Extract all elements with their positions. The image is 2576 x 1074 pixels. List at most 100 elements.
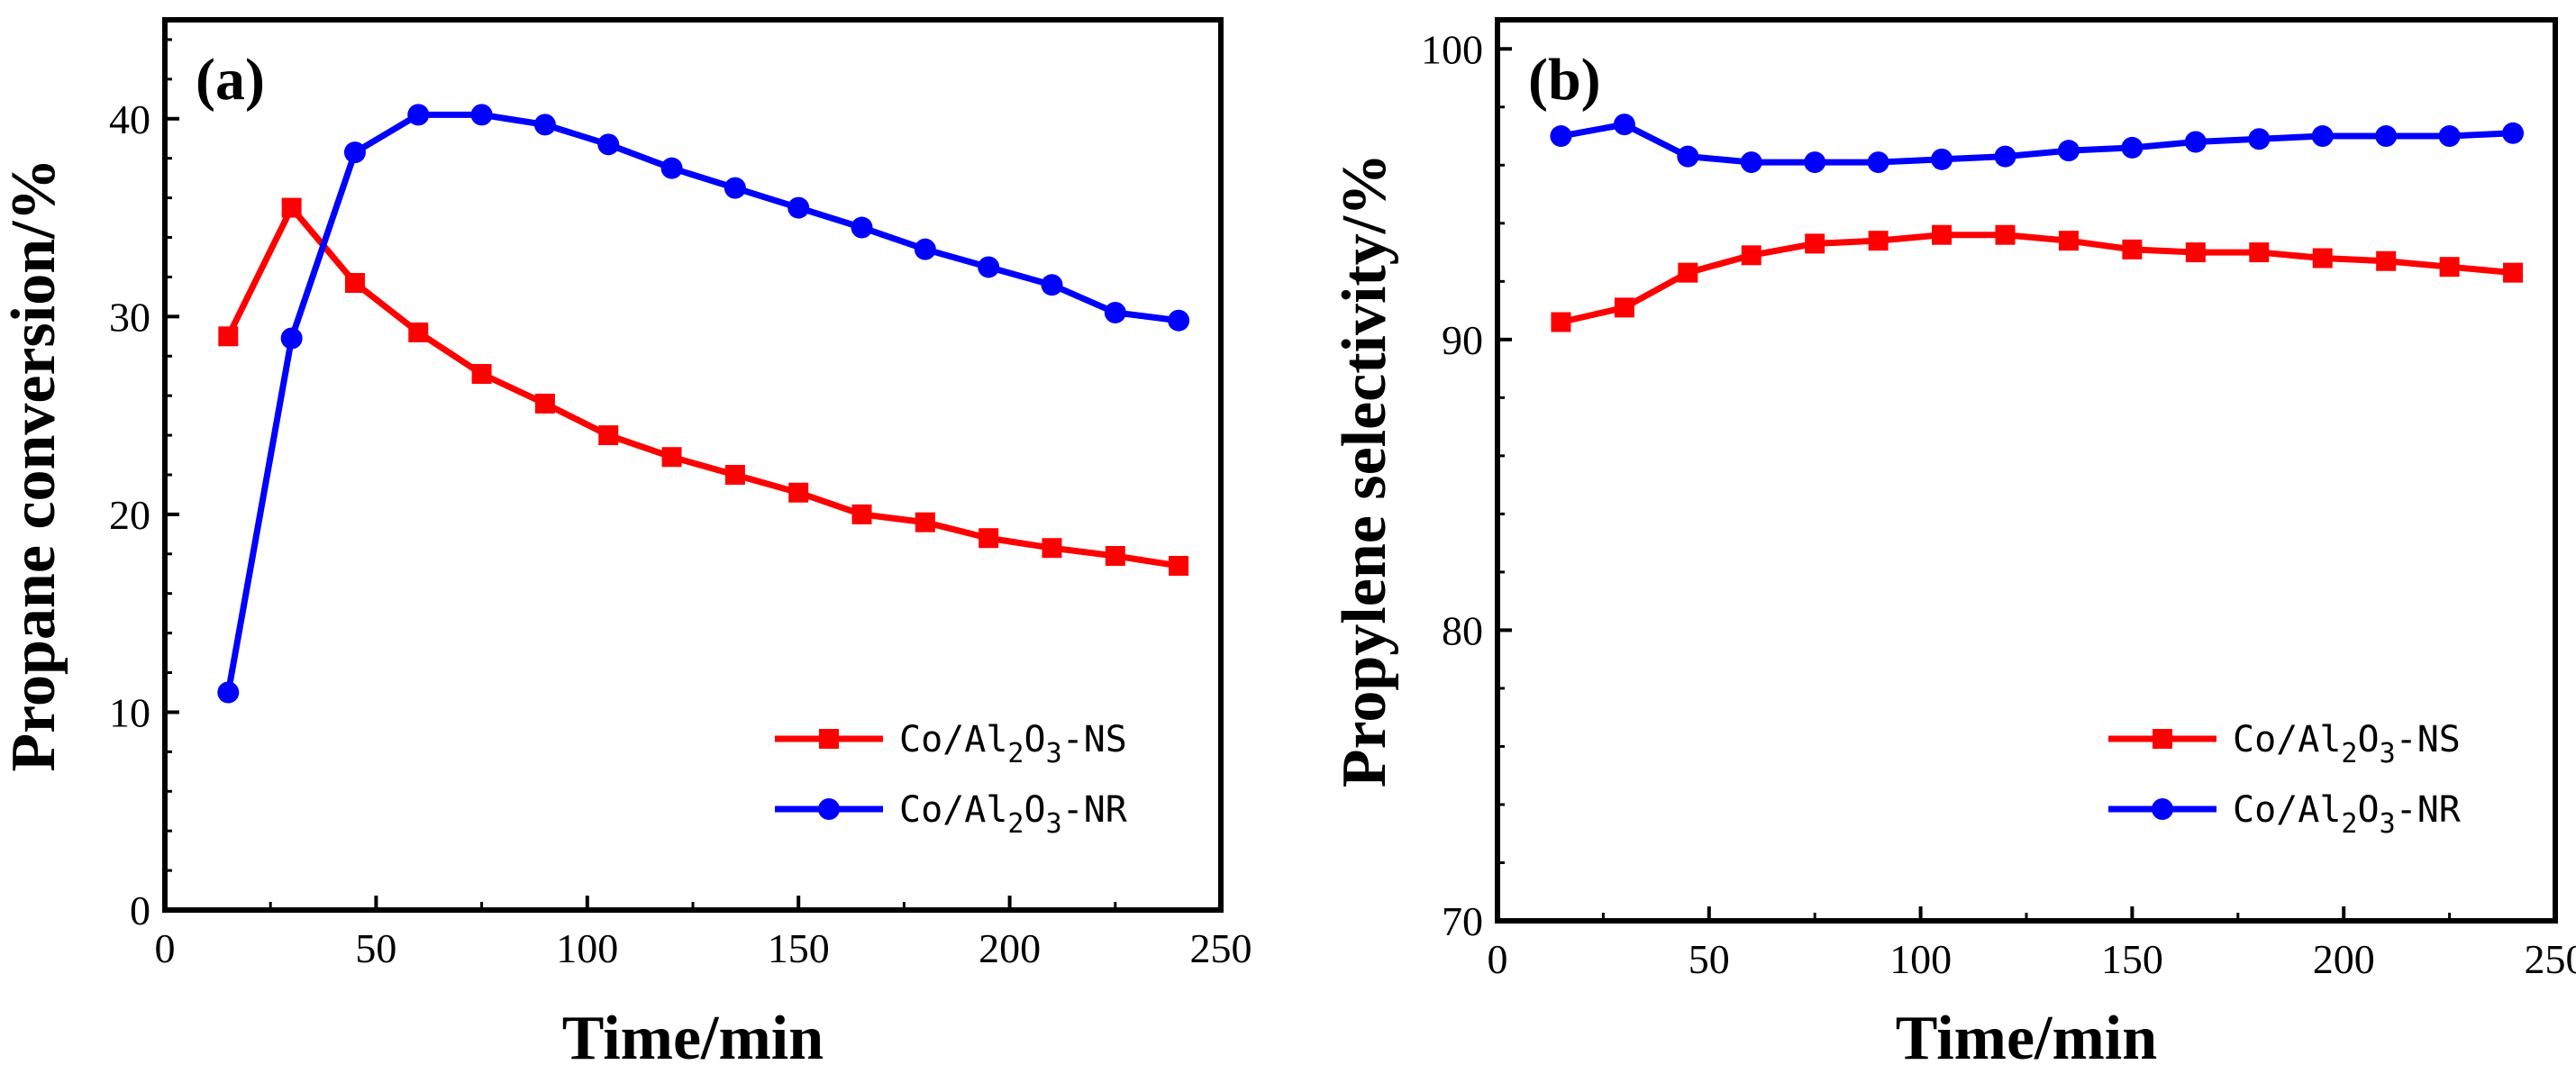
x-tick-label: 50 xyxy=(1689,936,1730,982)
legend-text-part: -NR xyxy=(2396,789,2462,831)
y-tick-label: 70 xyxy=(1442,898,1483,944)
data-point xyxy=(1741,245,1761,266)
data-point xyxy=(1804,151,1826,174)
data-point xyxy=(1994,145,2016,168)
data-point xyxy=(1550,125,1572,148)
data-point xyxy=(1932,224,1952,245)
data-point xyxy=(1551,312,1571,332)
y-tick-label: 20 xyxy=(109,492,150,538)
panel-label: (a) xyxy=(196,47,265,113)
data-point xyxy=(1805,233,1825,254)
data-point xyxy=(724,464,745,485)
series-ns xyxy=(1551,224,2524,332)
data-point xyxy=(2375,125,2398,148)
legend-subscript: 2 xyxy=(1007,808,1024,840)
data-point xyxy=(788,482,809,503)
legend-text-part: O xyxy=(2357,789,2379,831)
legend-text-part: Co/Al xyxy=(899,719,1007,760)
data-point xyxy=(2311,125,2334,148)
legend-text-part: Co/Al xyxy=(899,789,1007,831)
data-point xyxy=(2312,248,2333,268)
x-tick-label: 200 xyxy=(979,925,1041,971)
series-line xyxy=(225,205,1179,569)
x-tick-label: 0 xyxy=(155,925,176,971)
x-tick-label: 100 xyxy=(1889,936,1952,982)
data-point xyxy=(2502,122,2525,144)
panel-label: (b) xyxy=(1528,47,1601,113)
series-nr xyxy=(1550,114,2525,174)
x-tick-label: 100 xyxy=(556,925,618,971)
y-tick-label: 40 xyxy=(109,96,150,142)
x-tick-label: 50 xyxy=(355,925,396,971)
data-point xyxy=(1042,538,1062,559)
data-point xyxy=(851,504,872,524)
data-point xyxy=(1614,297,1634,318)
data-point xyxy=(915,512,935,532)
legend-text-part: O xyxy=(2357,719,2379,760)
data-point xyxy=(1995,224,2016,245)
y-axis-label: Propane conversion/% xyxy=(0,158,68,771)
legend-subscript: 3 xyxy=(2380,738,2396,769)
data-point xyxy=(1169,555,1189,576)
data-point xyxy=(661,447,682,468)
y-tick-label: 30 xyxy=(109,294,150,340)
data-point xyxy=(407,104,430,126)
data-point xyxy=(1867,151,1889,174)
data-point xyxy=(2122,239,2143,259)
data-point xyxy=(978,256,1000,278)
x-tick-label: 250 xyxy=(1190,925,1252,971)
panel-a: 0 50 100 150 200 250 0 10 20 30 40 Time/min Propane … xyxy=(0,17,1252,1073)
data-point xyxy=(2438,125,2461,148)
x-tick-label: 150 xyxy=(2101,936,2163,982)
legend-label: Co/Al2O3-NR xyxy=(2233,789,2462,840)
data-point xyxy=(1104,301,1126,323)
data-point xyxy=(2057,140,2080,162)
legend-label: Co/Al2O3-NS xyxy=(899,719,1127,769)
legend-text-part: -NS xyxy=(1062,719,1127,760)
series-nr xyxy=(217,104,1190,704)
x-tick-label: 250 xyxy=(2525,936,2576,982)
series-line xyxy=(1560,121,2514,166)
y-tick-label: 90 xyxy=(1442,317,1483,363)
data-point xyxy=(660,157,683,179)
data-point xyxy=(1168,309,1190,332)
x-tick-label: 200 xyxy=(2313,936,2375,982)
legend-text-part: Co/Al xyxy=(2233,719,2341,760)
data-point xyxy=(1740,151,1762,174)
legend-subscript: 3 xyxy=(2380,808,2396,840)
data-point xyxy=(851,216,873,239)
data-point xyxy=(2503,262,2524,283)
legend-label: Co/Al2O3-NR xyxy=(899,789,1128,840)
data-point xyxy=(218,326,239,347)
data-point xyxy=(597,133,620,156)
legend-text-part: O xyxy=(1024,719,1045,760)
legend-text-part: Co/Al xyxy=(2233,789,2341,831)
data-point xyxy=(1041,274,1063,296)
data-point xyxy=(1613,114,1635,136)
panel-b: 0 50 100 150 200 250 70 80 90 100 Time/min Propylen… xyxy=(1330,17,2576,1073)
legend-text-part: -NS xyxy=(2396,719,2461,760)
x-axis-label: Time/min xyxy=(1896,1004,2157,1073)
legend-marker xyxy=(818,798,840,820)
data-point xyxy=(533,114,556,136)
x-tick-label: 0 xyxy=(1488,936,1508,982)
data-point xyxy=(281,197,302,218)
legend-text-part: O xyxy=(1024,789,1045,831)
data-point xyxy=(217,681,240,704)
data-point xyxy=(787,196,810,219)
data-point xyxy=(598,425,619,446)
y-tick-label: 100 xyxy=(1421,26,1483,72)
series-line xyxy=(1560,232,2514,325)
legend-subscript: 2 xyxy=(1007,738,1024,769)
legend-marker xyxy=(2152,798,2173,820)
y-tick-label: 80 xyxy=(1442,607,1483,653)
legend-label: Co/Al2O3-NS xyxy=(2233,719,2461,769)
series-line xyxy=(224,111,1179,694)
data-point xyxy=(1677,145,1699,168)
data-point xyxy=(2185,242,2206,263)
data-point xyxy=(470,104,493,126)
data-point xyxy=(343,141,366,164)
data-point xyxy=(2121,136,2144,159)
data-point xyxy=(724,177,746,199)
